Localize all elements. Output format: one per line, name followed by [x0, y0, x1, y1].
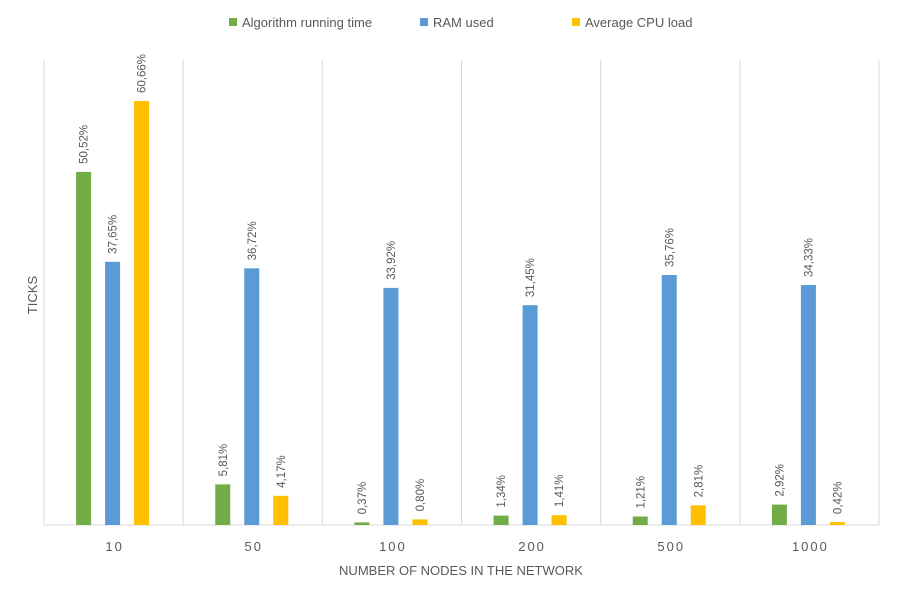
data-label: 31,45%: [525, 258, 537, 297]
bar: [105, 261, 121, 525]
data-label: 1,21%: [635, 476, 647, 509]
data-label: 35,76%: [664, 228, 676, 267]
x-tick-label: 200: [518, 539, 546, 554]
x-tick-label: 500: [657, 539, 685, 554]
data-label: 60,66%: [137, 54, 149, 93]
x-tick-label: 50: [245, 539, 263, 554]
data-label: 0,37%: [357, 482, 369, 515]
data-label: 0,80%: [415, 479, 427, 512]
data-label: 50,52%: [79, 125, 91, 164]
bar: [690, 505, 706, 525]
bar: [661, 275, 677, 525]
x-axis-title: NUMBER OF NODES IN THE NETWORK: [339, 563, 583, 578]
bar: [551, 515, 567, 525]
bars: [76, 101, 845, 526]
value-labels: 50,52% 37,65% 60,66% 5,81% 36,72% 4,17% 0,37% 3…: [79, 54, 845, 514]
data-label: 5,81%: [218, 444, 230, 477]
data-label: 33,92%: [386, 241, 398, 280]
data-label: 2,81%: [693, 465, 705, 498]
x-tick-label: 1000: [792, 539, 829, 554]
data-label: 4,17%: [276, 455, 288, 488]
bar: [771, 504, 787, 525]
legend-label: Average CPU load: [585, 15, 692, 30]
x-tick-label: 100: [379, 539, 407, 554]
bar: [354, 522, 370, 525]
data-label: 37,65%: [108, 215, 120, 254]
data-label: 36,72%: [247, 221, 259, 260]
bar: [244, 268, 260, 525]
legend-swatch: [572, 18, 580, 26]
bar: [632, 516, 648, 525]
bar: [493, 515, 509, 525]
data-label: 1,34%: [496, 475, 508, 508]
bar: [800, 285, 816, 525]
bar: [522, 305, 538, 525]
data-label: 0,42%: [832, 481, 844, 514]
legend-swatch: [229, 18, 237, 26]
x-tick-labels: 10 50 100 200 500 1000: [105, 539, 829, 554]
legend-label: Algorithm running time: [242, 15, 372, 30]
bar: [273, 495, 289, 525]
bar: [412, 519, 428, 525]
bar: [134, 101, 150, 525]
bar: [829, 522, 845, 525]
legend-swatch: [420, 18, 428, 26]
bar: [76, 171, 92, 526]
data-label: 2,92%: [774, 464, 786, 497]
y-axis-title: TICKS: [25, 276, 40, 315]
category-separators: [43, 60, 880, 525]
x-tick-label: 10: [105, 539, 123, 554]
data-label: 1,41%: [554, 475, 566, 508]
bar: [215, 484, 231, 525]
legend-label: RAM used: [433, 15, 494, 30]
legend: Algorithm running time RAM used Average CP…: [229, 15, 692, 30]
bar: [383, 287, 399, 525]
data-label: 34,33%: [803, 238, 815, 277]
